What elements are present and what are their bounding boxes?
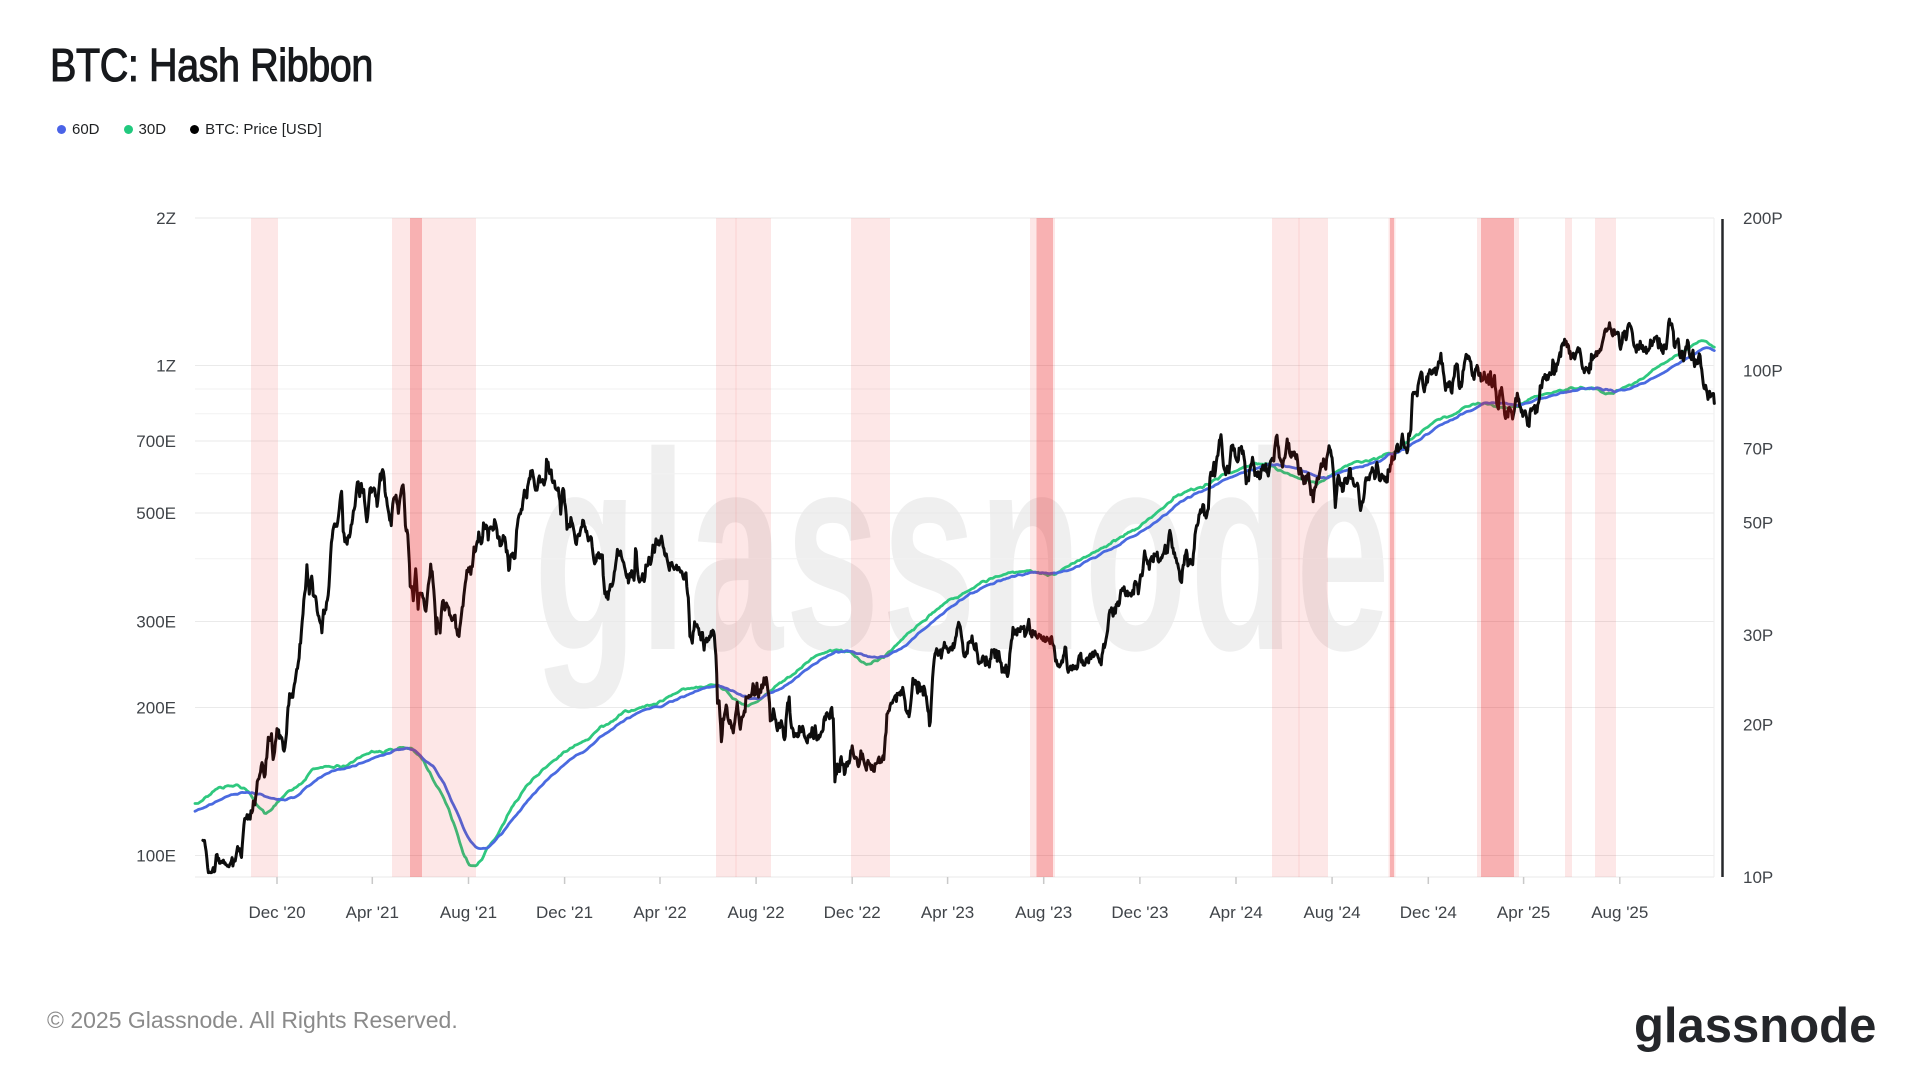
svg-text:Dec '22: Dec '22 — [824, 903, 881, 922]
svg-text:10P: 10P — [1743, 868, 1773, 887]
svg-text:Aug '24: Aug '24 — [1304, 903, 1361, 922]
svg-text:Aug '23: Aug '23 — [1015, 903, 1072, 922]
svg-text:Apr '23: Apr '23 — [921, 903, 974, 922]
svg-text:50P: 50P — [1743, 514, 1773, 533]
svg-text:30P: 30P — [1743, 626, 1773, 645]
svg-text:20P: 20P — [1743, 715, 1773, 734]
svg-text:100E: 100E — [136, 847, 176, 866]
svg-text:500E: 500E — [136, 504, 176, 523]
svg-text:Dec '24: Dec '24 — [1400, 903, 1457, 922]
svg-text:Aug '21: Aug '21 — [440, 903, 497, 922]
svg-text:200E: 200E — [136, 699, 176, 718]
svg-text:70P: 70P — [1743, 440, 1773, 459]
svg-text:Apr '22: Apr '22 — [633, 903, 686, 922]
svg-text:300E: 300E — [136, 613, 176, 632]
svg-text:100P: 100P — [1743, 362, 1783, 381]
svg-text:Apr '25: Apr '25 — [1497, 903, 1550, 922]
svg-text:Dec '21: Dec '21 — [536, 903, 593, 922]
svg-text:1Z: 1Z — [156, 357, 176, 376]
svg-text:2Z: 2Z — [156, 209, 176, 228]
svg-text:Aug '22: Aug '22 — [728, 903, 785, 922]
svg-text:200P: 200P — [1743, 209, 1783, 228]
svg-text:Apr '21: Apr '21 — [346, 903, 399, 922]
svg-text:Aug '25: Aug '25 — [1591, 903, 1648, 922]
svg-text:700E: 700E — [136, 432, 176, 451]
svg-text:Apr '24: Apr '24 — [1209, 903, 1262, 922]
svg-text:glassnode: glassnode — [534, 394, 1392, 709]
svg-text:Dec '20: Dec '20 — [248, 903, 305, 922]
svg-text:Dec '23: Dec '23 — [1111, 903, 1168, 922]
